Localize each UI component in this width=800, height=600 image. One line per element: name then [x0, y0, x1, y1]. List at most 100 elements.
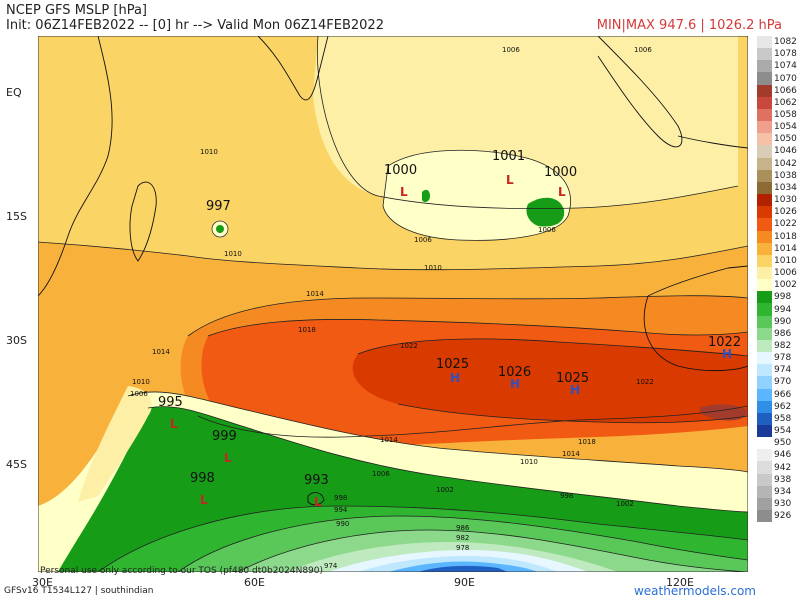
sumatra [597, 36, 683, 148]
legend-swatch [757, 96, 772, 109]
legend-swatch [757, 121, 772, 134]
legend-label: 930 [774, 499, 792, 510]
high-marker: H [570, 383, 580, 397]
legend-label: 946 [774, 450, 792, 461]
legend-item: 970 [757, 376, 799, 389]
legend-swatch [757, 497, 772, 511]
legend-label: 982 [774, 340, 792, 351]
legend-swatch [757, 291, 772, 304]
isobar-label: 994 [334, 506, 348, 514]
legend-label: 938 [774, 474, 792, 485]
legend-item: 1042 [757, 157, 799, 170]
legend-label: 934 [774, 486, 792, 497]
lat-label-15s: 15S [6, 210, 27, 223]
legend-swatch [757, 364, 772, 377]
legend-swatch [757, 352, 772, 365]
legend-item: 982 [757, 339, 799, 353]
legend-label: 1082 [774, 37, 797, 48]
legend-label: 1034 [774, 182, 797, 193]
isobar-label: 1022 [400, 342, 418, 350]
isobar-label: 1010 [520, 458, 538, 466]
legend-label: 958 [774, 413, 792, 424]
legend-swatch [757, 60, 772, 73]
legend-label: 1062 [774, 97, 797, 108]
legend-item: 1006 [757, 266, 799, 280]
legend-label: 1038 [774, 170, 797, 181]
legend-item: 938 [757, 473, 799, 486]
isobar-label: 978 [456, 544, 469, 552]
lon-label-60e: 60E [244, 576, 265, 589]
legend-swatch [757, 181, 772, 195]
legend-label: 1046 [774, 146, 797, 157]
legend-swatch [757, 206, 772, 219]
legend-label: 1050 [774, 134, 797, 145]
legend-label: 998 [774, 292, 792, 303]
legend-item: 1066 [757, 84, 799, 97]
legend-label: 1054 [774, 122, 797, 133]
legend-swatch [757, 461, 772, 474]
legend-label: 994 [774, 304, 792, 315]
legend-label: 1042 [774, 158, 797, 169]
pressure-legend: 1082 1078 1074 1070 1066 1062 1058 1054 1050 1046… [757, 36, 799, 523]
legend-label: 978 [774, 353, 792, 364]
center-label: 1000 [544, 165, 577, 180]
isobar-label: 1006 [372, 470, 390, 478]
legend-item: 934 [757, 485, 799, 498]
legend-label: 962 [774, 401, 792, 412]
legend-item: 1050 [757, 133, 799, 146]
isobar-label: 1006 [634, 46, 652, 54]
chart-title: NCEP GFS MSLP [hPa] [6, 3, 147, 18]
legend-item: 1054 [757, 121, 799, 134]
isobar-label: 1010 [224, 250, 242, 258]
isobar-label: 1006 [502, 46, 520, 54]
legend-swatch [757, 145, 772, 158]
africa-coast [38, 36, 113, 297]
legend-item: 1018 [757, 230, 799, 243]
legend-item: 1074 [757, 60, 799, 73]
legend-swatch [757, 388, 772, 401]
isobar-label: 1010 [200, 148, 218, 156]
legend-swatch [757, 339, 772, 353]
legend-swatch [757, 218, 772, 231]
legend-label: 926 [774, 511, 792, 522]
legend-swatch [757, 133, 772, 146]
isobar-label: 1006 [538, 226, 556, 234]
low-marker: L [558, 185, 566, 199]
lon-label-90e: 90E [454, 576, 475, 589]
legend-swatch [757, 84, 772, 97]
isobar-label: 1002 [436, 486, 454, 494]
lon-label-120e: 120E [666, 576, 694, 589]
lon-label-30e: 30E [32, 576, 53, 589]
legend-label: 1058 [774, 110, 797, 121]
antarctic-islands [307, 492, 325, 506]
legend-label: 950 [774, 438, 792, 449]
isobar-label: 1018 [298, 326, 316, 334]
isobar-label: 1010 [132, 378, 150, 386]
field-998-small [422, 189, 430, 203]
madagascar [129, 181, 157, 262]
tos-notice: Personal use only according to our TOS (… [40, 566, 324, 576]
isobar-label: 1002 [616, 500, 634, 508]
brand-link[interactable]: weathermodels.com [633, 584, 756, 598]
lat-label-30s: 30S [6, 334, 27, 347]
legend-item: 1058 [757, 108, 799, 122]
low-marker: L [170, 417, 178, 431]
legend-item: 1010 [757, 254, 799, 267]
isobar-label: 1010 [424, 264, 442, 272]
legend-item: 1082 [757, 36, 799, 49]
isobar-label: 974 [324, 562, 338, 570]
legend-label: 990 [774, 316, 792, 327]
legend-label: 1018 [774, 231, 797, 242]
high-marker: H [450, 371, 460, 385]
legend-item: 946 [757, 449, 799, 462]
legend-swatch [757, 449, 772, 462]
legend-item: 998 [757, 291, 799, 304]
legend-item: 1026 [757, 206, 799, 219]
legend-label: 1070 [774, 73, 797, 84]
legend-label: 966 [774, 389, 792, 400]
model-info: GFSv16 T1534L127 | southindian [4, 586, 154, 596]
legend-label: 974 [774, 365, 792, 376]
legend-item: 1062 [757, 96, 799, 109]
legend-swatch [757, 254, 772, 267]
center-label: 1026 [498, 365, 531, 380]
